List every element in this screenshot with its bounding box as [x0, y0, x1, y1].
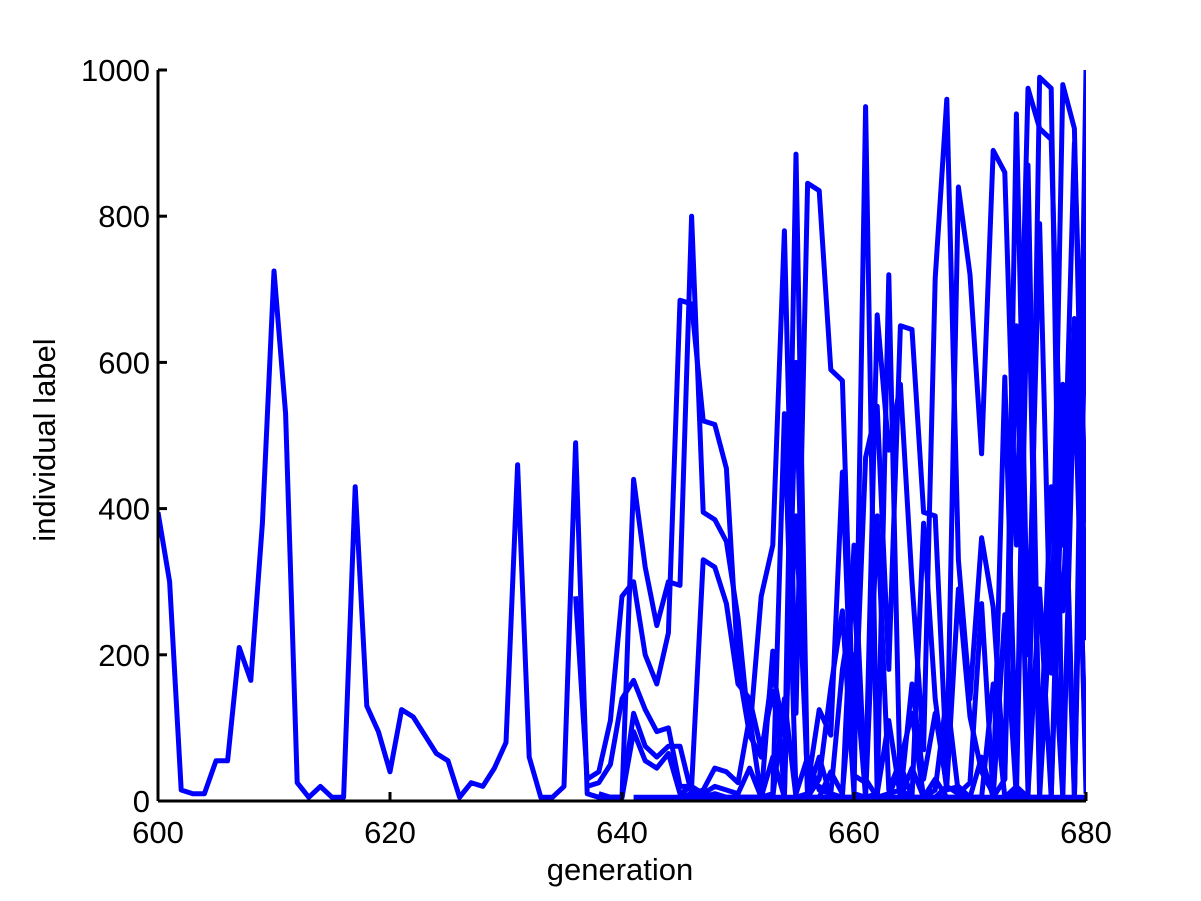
y-tick-label: 1000 [81, 53, 150, 88]
x-tick-label: 660 [828, 815, 880, 850]
x-tick-label: 680 [1060, 815, 1112, 850]
x-tick-label: 620 [364, 815, 416, 850]
y-tick-label: 800 [98, 199, 150, 234]
x-tick-label: 640 [596, 815, 648, 850]
series-layer [158, 70, 1086, 802]
tick-layer: 600 620 640 660 680 0 200 400 600 800 1000 [81, 53, 1112, 850]
y-tick-label: 0 [133, 784, 150, 819]
x-axis-label: generation [547, 852, 694, 887]
y-tick-label: 200 [98, 638, 150, 673]
series-line-3 [586, 82, 1086, 789]
series-line-4 [598, 162, 1086, 800]
x-tick-label: 600 [132, 815, 184, 850]
y-tick-label: 400 [98, 492, 150, 527]
series-line-2 [573, 85, 1086, 782]
y-axis-label: individual label [27, 338, 62, 541]
y-tick-label: 600 [98, 345, 150, 380]
